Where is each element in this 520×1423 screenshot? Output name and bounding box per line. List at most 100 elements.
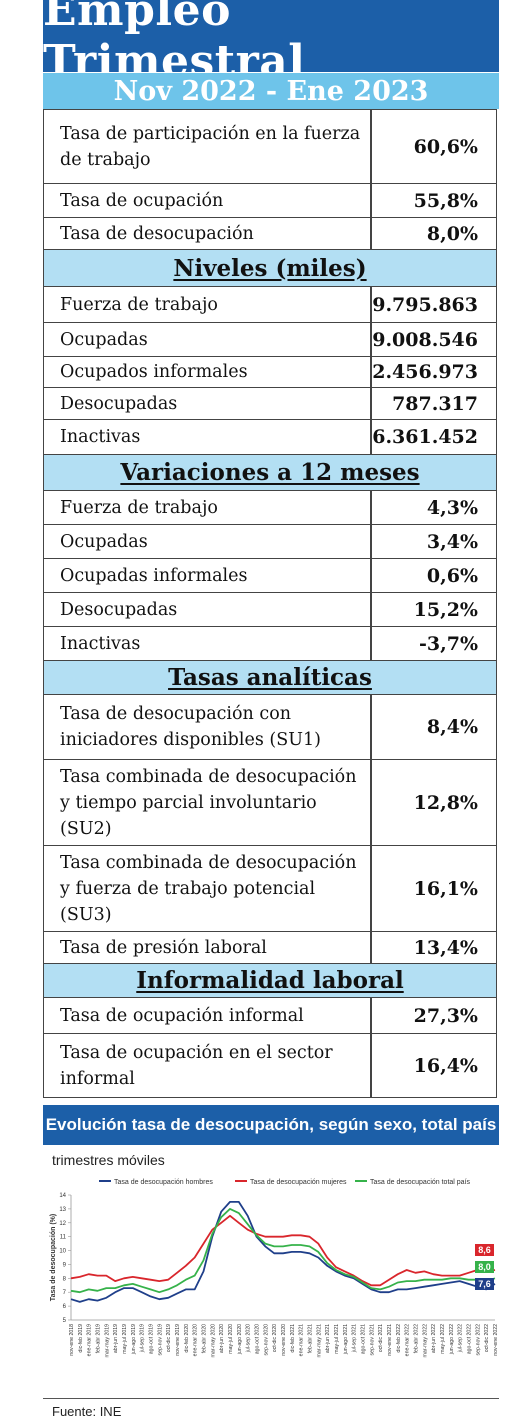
x-tick-label: oct-dic 2019 <box>166 1324 172 1352</box>
x-tick-label: dic-feb 2022 <box>396 1324 402 1353</box>
end-label-value: 8,0 <box>478 1262 491 1272</box>
x-tick-label: mar-may 2021 <box>316 1324 322 1358</box>
x-tick-label: ene-mar 2019 <box>87 1324 93 1356</box>
section-header-variaciones: Variaciones a 12 meses <box>44 455 496 491</box>
table-row: Tasa combinada de desocupación y fuerza … <box>44 846 496 932</box>
end-label-box <box>475 1261 494 1273</box>
series-line <box>70 1214 496 1287</box>
table-row: Tasa de presión laboral 13,4% <box>44 932 496 964</box>
x-tick-label: abr-jun 2019 <box>113 1324 119 1353</box>
chart-lines <box>70 1201 496 1303</box>
row-value: 8,4% <box>426 716 478 738</box>
row-label: Tasa de ocupación informal <box>44 998 372 1033</box>
x-tick-label: mar-may 2022 <box>422 1324 428 1358</box>
chart-title: Evolución tasa de desocupación, según se… <box>43 1105 499 1145</box>
row-value: 16,4% <box>413 1054 478 1077</box>
table-row: Inactivas 6.361.452 <box>44 420 496 455</box>
x-tick-label: feb-abr 2019 <box>96 1324 102 1354</box>
table-row: Tasa de desocupación con iniciadores dis… <box>44 695 496 760</box>
end-label-box <box>475 1244 494 1256</box>
row-value: 8,0% <box>426 222 478 245</box>
x-tick-label: nov-ene 2020 <box>281 1324 287 1356</box>
chart-end-labels: 8,6 8,0 7,6 <box>475 1244 494 1290</box>
table-row: Ocupadas 9.008.546 <box>44 323 496 357</box>
x-tick-label: dic-feb 2020 <box>184 1324 190 1353</box>
x-tick-label: nov-ene 2019 <box>175 1324 181 1356</box>
x-tick-label: dic-feb 2021 <box>290 1324 296 1353</box>
x-tick-label: jul-sep 2020 <box>246 1324 252 1353</box>
x-tick-label: sep-nov 2022 <box>475 1324 481 1356</box>
x-tick-label: mar-may 2020 <box>210 1324 216 1358</box>
x-tick-label: feb-abr 2021 <box>308 1324 314 1354</box>
end-label-value: 7,6 <box>478 1279 491 1289</box>
x-tick-label: sep-nov 2020 <box>263 1324 269 1356</box>
row-label: Ocupados informales <box>44 357 372 387</box>
section-header-niveles: Niveles (miles) <box>44 250 496 287</box>
table-row: Desocupadas 787.317 <box>44 388 496 420</box>
row-label: Tasa de participación en la fuerza de tr… <box>44 110 372 183</box>
chart-subtitle: trimestres móviles <box>52 1152 165 1168</box>
row-value: 9.795.863 <box>372 293 478 316</box>
x-tick-label: feb-abr 2022 <box>414 1324 420 1354</box>
row-label: Tasa de presión laboral <box>44 932 372 963</box>
row-label: Desocupadas <box>44 593 372 626</box>
legend-label: Tasa de desocupación total país <box>370 1179 471 1186</box>
x-tick-label: oct-dic 2021 <box>378 1324 384 1352</box>
row-value: 60,6% <box>413 135 478 158</box>
table-row: Fuerza de trabajo 9.795.863 <box>44 287 496 323</box>
table-row: Tasa de ocupación informal 27,3% <box>44 998 496 1034</box>
x-tick-label: ago-oct 2022 <box>467 1324 473 1354</box>
end-label-value: 8,6 <box>478 1245 491 1255</box>
x-tick-label: abr-jun 2020 <box>219 1324 225 1353</box>
row-value: 9.008.546 <box>372 328 478 351</box>
x-tick-label: oct-dic 2020 <box>272 1324 278 1352</box>
y-axis-label: Tasa de desocupación (%) <box>50 1214 57 1301</box>
row-value: 13,4% <box>413 936 478 959</box>
series-line <box>70 1208 496 1294</box>
row-label: Inactivas <box>44 420 372 454</box>
x-tick-label: ago-oct 2019 <box>149 1324 155 1354</box>
chart-legend: Tasa de desocupación hombres Tasa de deso… <box>99 1179 471 1186</box>
y-tick-label: 5 <box>63 1318 67 1324</box>
x-tick-label: jun-ago 2020 <box>237 1324 243 1355</box>
x-tick-label: jul-sep 2019 <box>140 1324 146 1353</box>
table-row: Ocupados informales 2.456.973 <box>44 357 496 388</box>
x-tick-label: ene-mar 2022 <box>405 1324 411 1356</box>
row-value: 27,3% <box>413 1004 478 1027</box>
divider <box>43 1398 499 1399</box>
row-label: Desocupadas <box>44 388 372 419</box>
x-tick-label: jun-ago 2019 <box>131 1324 137 1355</box>
row-label: Tasa combinada de desocupación y fuerza … <box>44 846 372 931</box>
period-banner: Nov 2022 - Ene 2023 <box>43 73 499 109</box>
x-tick-label: nov-ene 2022 <box>493 1324 499 1356</box>
y-tick-label: 8 <box>63 1276 67 1282</box>
row-value: 4,3% <box>426 496 478 519</box>
chart-axes: 5 6 7 8 9 10 11 12 13 14 Tasa de desocupación (%) n… <box>50 1193 499 1357</box>
table-row: Tasa combinada de desocupación y tiempo … <box>44 760 496 846</box>
y-tick-label: 12 <box>59 1221 66 1227</box>
table-row: Ocupadas 3,4% <box>44 525 496 559</box>
x-tick-label: jun-ago 2022 <box>449 1324 455 1355</box>
x-tick-label: jul-sep 2022 <box>458 1324 464 1353</box>
x-tick-label: abr-jun 2022 <box>431 1324 437 1353</box>
x-tick-label: sep-nov 2021 <box>369 1324 375 1356</box>
legend-label: Tasa de desocupación mujeres <box>250 1179 347 1186</box>
x-tick-label: may-jul 2019 <box>122 1324 128 1354</box>
x-tick-label: ago-oct 2020 <box>255 1324 261 1354</box>
row-label: Tasa de ocupación en el sector informal <box>44 1034 372 1097</box>
table-row: Tasa de participación en la fuerza de tr… <box>44 110 496 184</box>
x-tick-label: oct-dic 2022 <box>484 1324 490 1352</box>
table-row: Fuerza de trabajo 4,3% <box>44 491 496 525</box>
x-tick-label: abr-jun 2021 <box>325 1324 331 1353</box>
row-value: 15,2% <box>413 598 478 621</box>
row-value: 16,1% <box>413 877 478 900</box>
x-tick-label: sep-nov 2019 <box>157 1324 163 1356</box>
y-tick-label: 6 <box>63 1304 67 1310</box>
row-value: -3,7% <box>419 632 478 655</box>
table-row: Tasa de ocupación en el sector informal 1… <box>44 1034 496 1097</box>
y-tick-label: 14 <box>59 1193 66 1199</box>
row-label: Ocupadas <box>44 525 372 558</box>
row-label: Tasa de desocupación <box>44 218 372 249</box>
source-note: Fuente: INE <box>52 1404 122 1419</box>
row-label: Fuerza de trabajo <box>44 287 372 322</box>
